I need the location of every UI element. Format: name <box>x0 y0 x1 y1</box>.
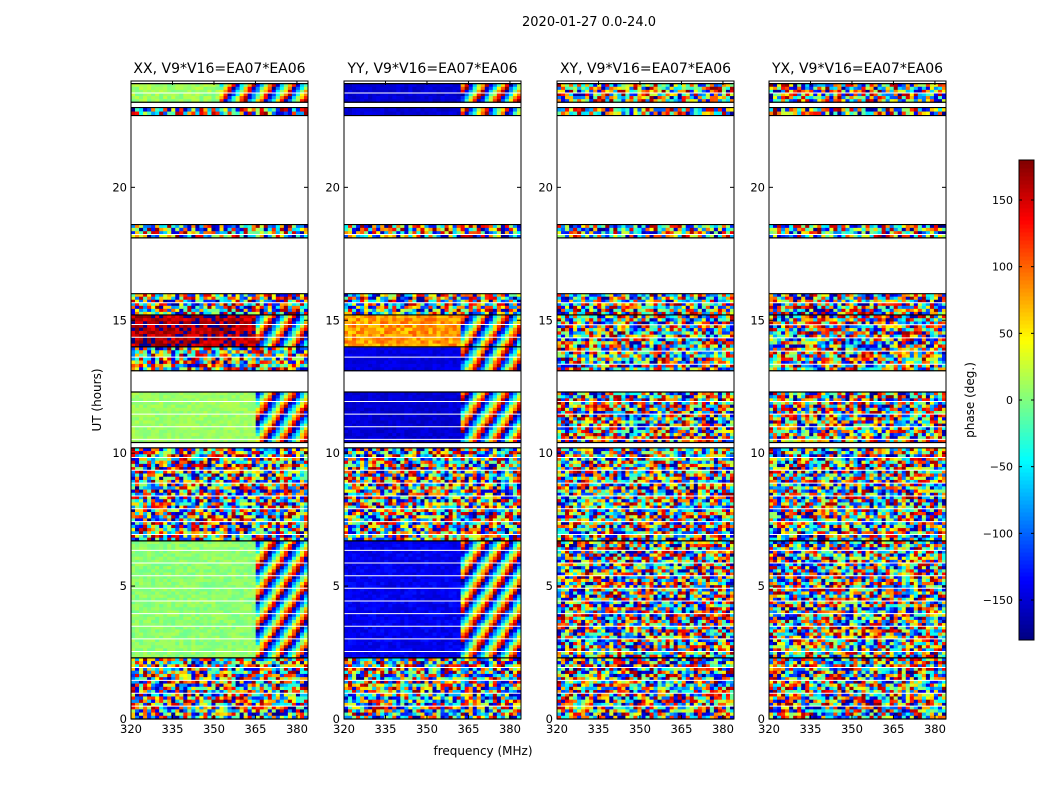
colorbar: −150 −100 −50 0 50 100 150 <box>983 159 1035 641</box>
panel-frame <box>768 80 947 720</box>
y-tick-label: 15 <box>750 313 765 327</box>
colorbar-tick-label: 100 <box>992 261 1013 274</box>
x-tick-label: 320 <box>546 722 568 736</box>
panel-title: YY, V9*V16=EA07*EA06 <box>346 61 517 77</box>
x-tick-label: 335 <box>588 722 610 736</box>
colorbar-tick-label: −100 <box>983 527 1013 540</box>
y-tick-label: 15 <box>325 313 340 327</box>
x-tick-label: 380 <box>286 722 308 736</box>
y-tick-label: 20 <box>750 180 765 194</box>
panel-xx: XX, V9*V16=EA07*EA06 320 335 350 365 380 0 5 10 1… <box>112 61 309 736</box>
y-tick-label: 0 <box>758 712 765 726</box>
y-tick-label: 15 <box>538 313 553 327</box>
y-axis-label: UT (hours) <box>90 368 104 431</box>
x-tick-label: 365 <box>244 722 266 736</box>
x-tick-label: 335 <box>800 722 822 736</box>
y-tick-label: 0 <box>546 712 553 726</box>
phase-heatmap-cells <box>557 83 735 720</box>
x-tick-label: 350 <box>629 722 651 736</box>
panel-frame <box>130 80 309 720</box>
phase-heatmap-cells <box>344 83 522 720</box>
y-tick-label: 10 <box>325 446 340 460</box>
x-tick-label: 335 <box>162 722 184 736</box>
y-tick-label: 5 <box>120 579 127 593</box>
x-tick-label: 320 <box>333 722 355 736</box>
figure-title: 2020-01-27 0.0-24.0 <box>522 15 656 30</box>
panel-title: XY, V9*V16=EA07*EA06 <box>560 61 731 77</box>
colorbar-tick-label: 50 <box>999 327 1013 340</box>
x-tick-label: 380 <box>924 722 946 736</box>
colorbar-tick-label: −50 <box>990 461 1013 474</box>
x-tick-label: 320 <box>758 722 780 736</box>
x-tick-label: 380 <box>712 722 734 736</box>
colorbar-tick-label: 150 <box>992 194 1013 207</box>
x-tick-label: 365 <box>882 722 904 736</box>
x-tick-label: 320 <box>120 722 142 736</box>
y-tick-label: 5 <box>546 579 553 593</box>
phase-heatmap-cells <box>769 83 947 720</box>
colorbar-tick-label: −150 <box>983 594 1013 607</box>
x-tick-label: 380 <box>499 722 521 736</box>
panel-title: YX, V9*V16=EA07*EA06 <box>771 61 943 77</box>
x-tick-label: 350 <box>203 722 225 736</box>
y-tick-label: 20 <box>112 180 127 194</box>
y-tick-label: 0 <box>333 712 340 726</box>
panel-frame <box>343 80 522 720</box>
panel-frame <box>556 80 735 720</box>
phase-heatmap-cells <box>131 83 309 720</box>
y-tick-label: 0 <box>120 712 127 726</box>
y-tick-label: 5 <box>758 579 765 593</box>
x-tick-label: 365 <box>457 722 479 736</box>
y-tick-label: 10 <box>538 446 553 460</box>
x-axis-label: frequency (MHz) <box>433 744 532 758</box>
panel-xy: XY, V9*V16=EA07*EA06 320 335 350 365 380 0 5 10 1… <box>538 61 735 736</box>
colorbar-tick-label: 0 <box>1006 394 1013 407</box>
x-tick-label: 335 <box>375 722 397 736</box>
y-tick-label: 20 <box>538 180 553 194</box>
y-tick-label: 15 <box>112 313 127 327</box>
x-tick-label: 350 <box>416 722 438 736</box>
x-tick-label: 350 <box>841 722 863 736</box>
y-tick-label: 10 <box>750 446 765 460</box>
y-tick-label: 5 <box>333 579 340 593</box>
panel-yy: YY, V9*V16=EA07*EA06 320 335 350 365 380 0 5 10 1… <box>325 61 522 736</box>
panel-title: XX, V9*V16=EA07*EA06 <box>133 61 305 77</box>
y-tick-label: 20 <box>325 180 340 194</box>
x-tick-label: 365 <box>670 722 692 736</box>
y-tick-label: 10 <box>112 446 127 460</box>
panel-yx: YX, V9*V16=EA07*EA06 320 335 350 365 380 0 5 10 1… <box>750 61 947 736</box>
colorbar-label: phase (deg.) <box>963 362 977 438</box>
